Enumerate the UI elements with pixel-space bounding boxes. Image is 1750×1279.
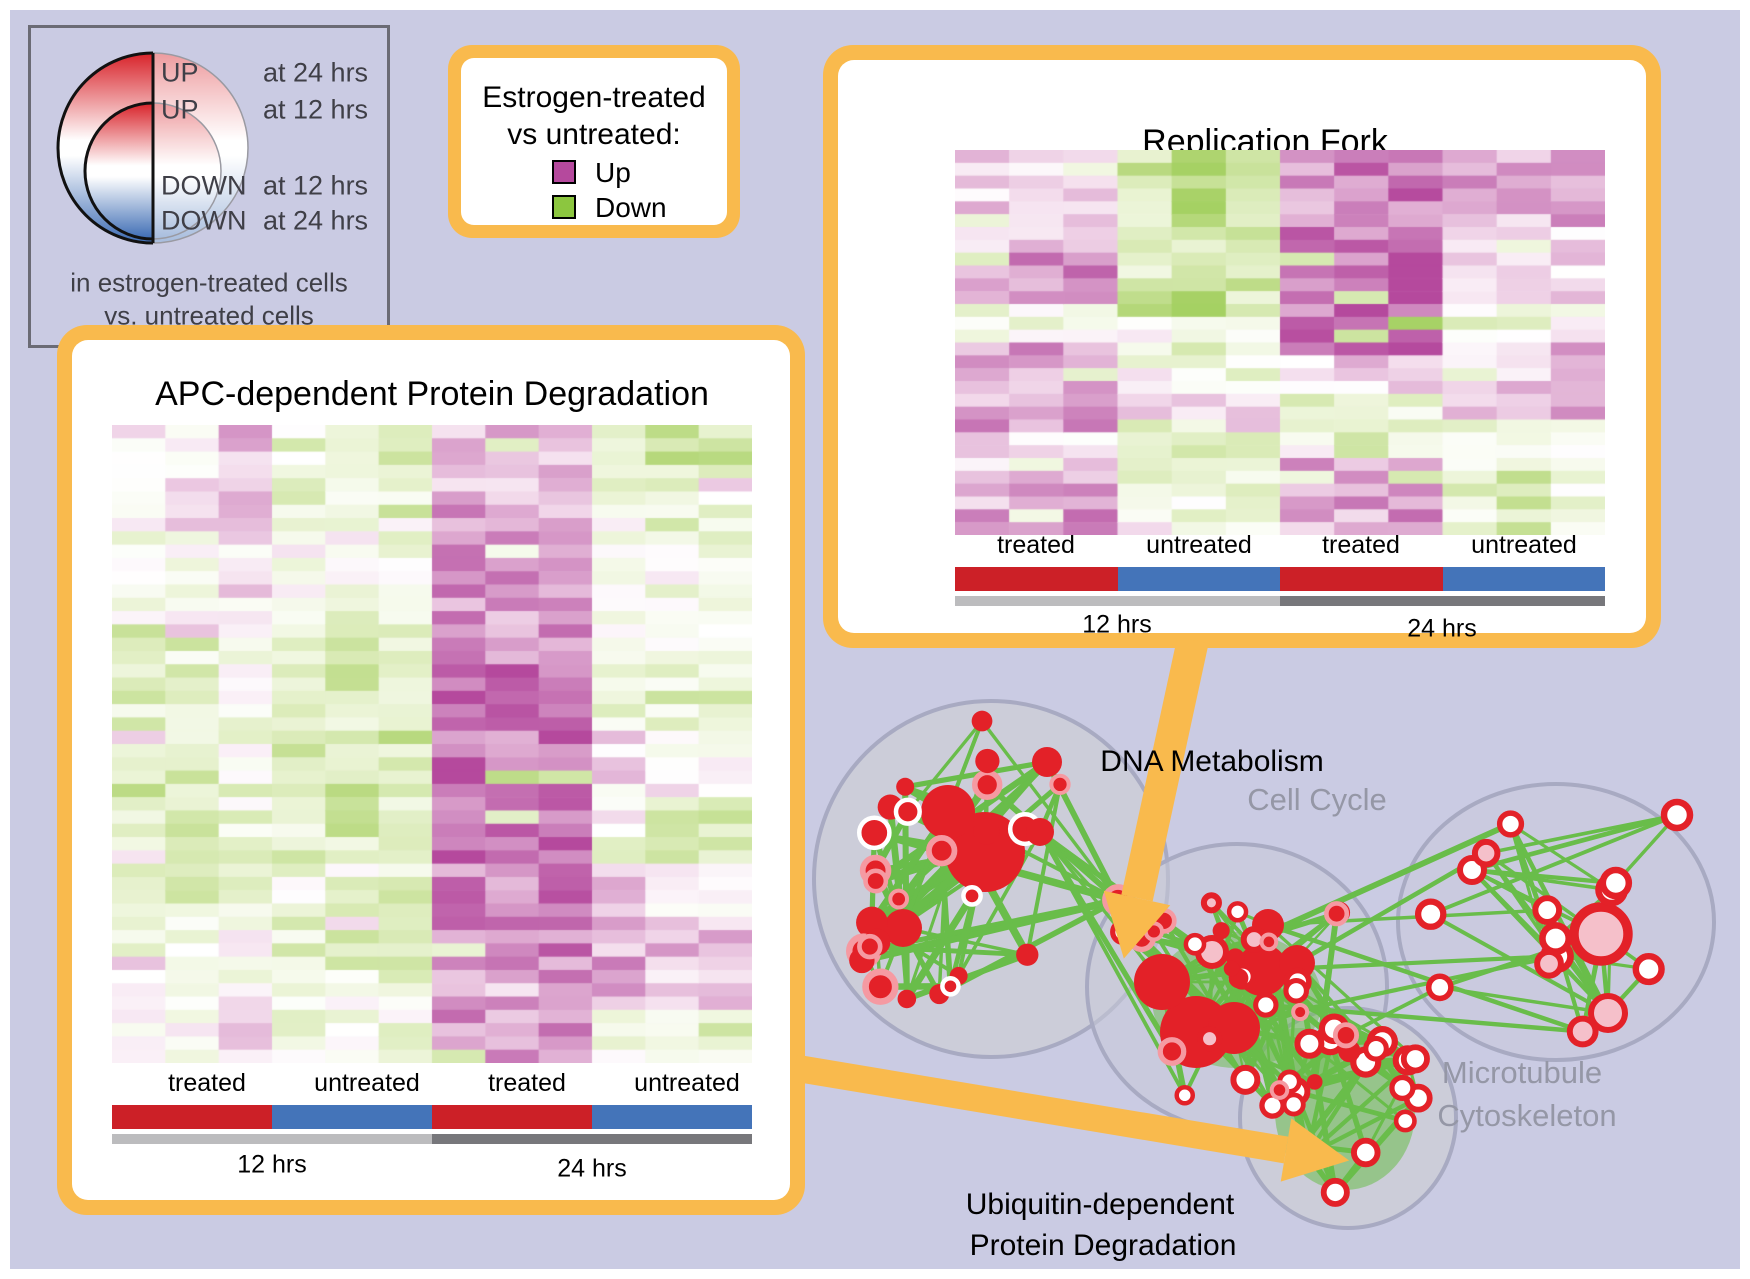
rf-group-label-untreated-24: untreated [1471,531,1577,559]
legend-up-12-time: at 12 hrs [263,94,369,125]
up-label: Up [595,157,631,188]
ubiquitin-label-line2: Protein Degradation [969,1229,1237,1262]
rf-treated-bar-12 [955,567,1118,591]
apc-12hrs-label: 12 hrs [237,1150,307,1179]
rf-24hrs-bar [1280,596,1605,606]
ubiquitin-label-line1: Ubiquitin-dependent [965,1188,1235,1221]
apc-untreated-bar-24 [592,1105,752,1129]
rf-untreated-bar-24 [1443,567,1605,591]
legend-down-24-word: DOWN [161,205,247,236]
microtubule-label-line2: Cytoskeleton [1437,1098,1617,1133]
gradient-legend-box: UP at 24 hrs UP at 12 hrs DOWN at 12 hrs… [28,25,390,348]
apc-group-label-untreated-12: untreated [314,1069,420,1097]
apc-title: APC-dependent Protein Degradation [155,375,709,413]
legend-down-24-time: at 24 hrs [263,205,369,236]
updown-gradient-icon [56,51,249,245]
apc-treated-bar-12 [112,1105,272,1129]
apc-24hrs-label: 24 hrs [557,1154,627,1183]
estrogen-legend-title-line2: vs untreated: [507,118,681,151]
estrogen-legend-title-line1: Estrogen-treated [482,81,706,114]
down-label: Down [595,192,667,223]
legend-down-12-word: DOWN [161,170,247,201]
apc-treated-bar-24 [432,1105,592,1129]
legend-caption-line1: in estrogen-treated cells [70,267,348,298]
estrogen-legend-inner [461,58,727,225]
rf-24hrs-label: 24 hrs [1407,614,1477,643]
rf-12hrs-bar [955,596,1280,606]
rf-group-label-untreated-12: untreated [1146,531,1252,559]
down-color-swatch [552,195,576,219]
replication-fork-panel: Replication Fork treated untreated treat… [823,45,1661,648]
rf-12hrs-label: 12 hrs [1082,610,1152,639]
rf-untreated-bar-12 [1118,567,1280,591]
estrogen-legend-box: Estrogen-treated vs untreated: Up Down [448,45,740,238]
apc-heatmap [112,425,752,1063]
replication-fork-heatmap [955,150,1605,535]
apc-panel: APC-dependent Protein Degradation treate… [57,325,805,1215]
apc-group-label-treated-12: treated [168,1069,246,1097]
legend-up-24-word: UP [161,57,199,88]
dna-metabolism-label: DNA Metabolism [1100,745,1324,778]
microtubule-label-line1: Microtubule [1441,1055,1603,1090]
legend-up-12-word: UP [161,94,199,125]
cell-cycle-label: Cell Cycle [1247,782,1387,817]
apc-12hrs-bar [112,1134,432,1144]
apc-group-label-treated-24: treated [488,1069,566,1097]
legend-up-24-time: at 24 hrs [263,57,369,88]
legend-down-12-time: at 12 hrs [263,170,369,201]
rf-treated-bar-24 [1280,567,1443,591]
apc-group-label-untreated-24: untreated [634,1069,740,1097]
rf-group-label-treated-12: treated [997,531,1075,559]
apc-24hrs-bar [432,1134,752,1144]
rf-group-label-treated-24: treated [1322,531,1400,559]
apc-untreated-bar-12 [272,1105,432,1129]
up-color-swatch [552,160,576,184]
